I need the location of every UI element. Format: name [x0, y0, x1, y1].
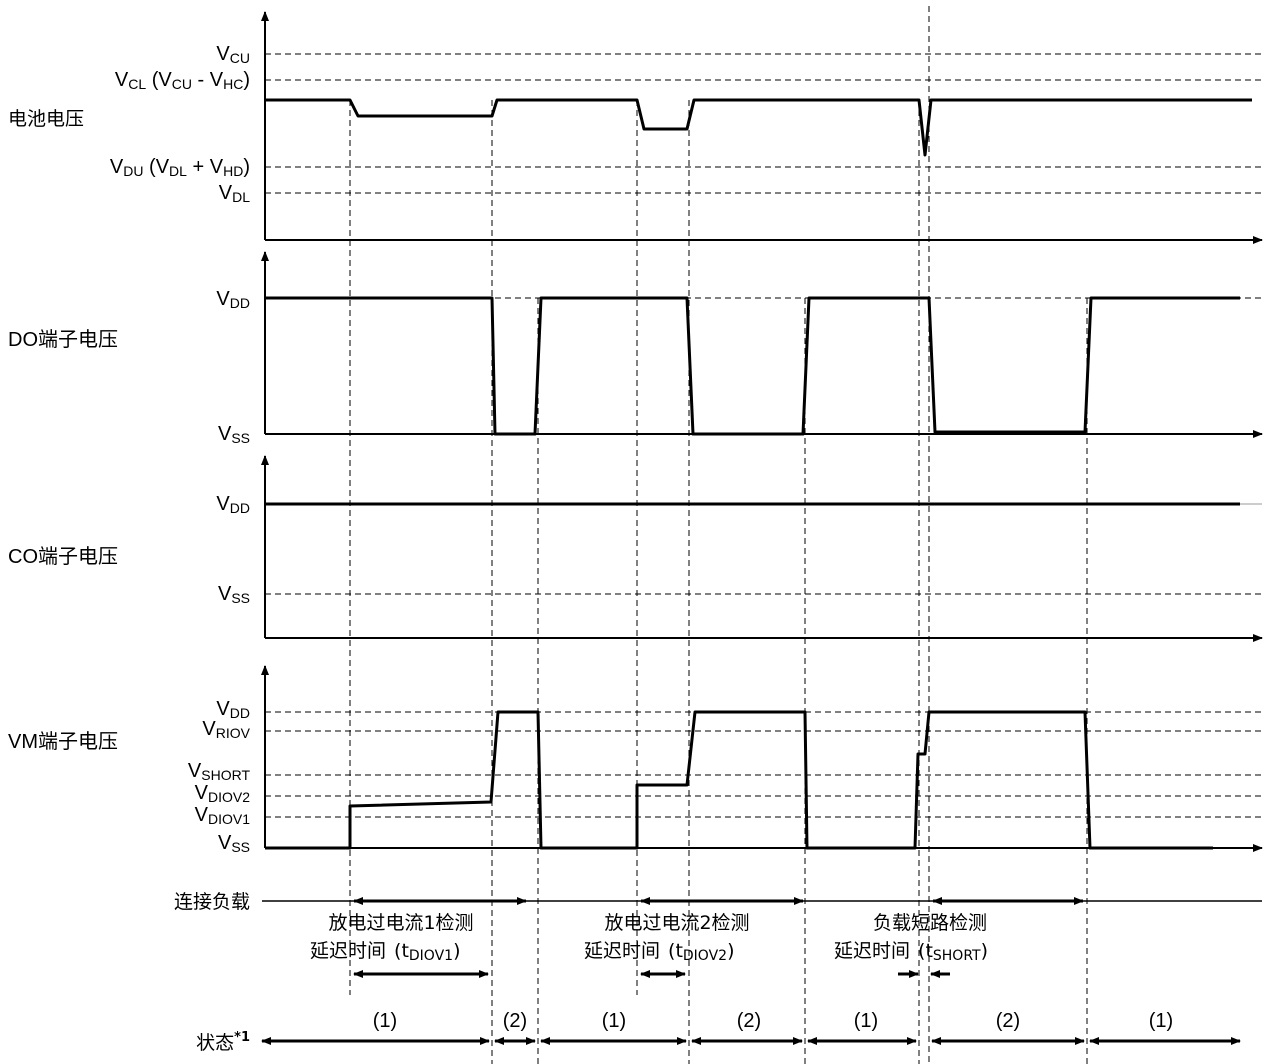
- label-vcl: VCL (VCU - VHC): [115, 69, 250, 92]
- load-row: 连接负载 放电过电流1检测 延迟时间 (tDIOV1) 放电过电流2检测 延迟时间…: [174, 891, 1262, 978]
- state-label-5: (1): [854, 1010, 878, 1032]
- do-panel-title: DO端子电压: [8, 328, 118, 351]
- label-vm-vdiov2: VDIOV2: [195, 782, 251, 805]
- battery-voltage-waveform: [265, 98, 1252, 157]
- panel-titles: 电池电压 DO端子电压 CO端子电压 VM端子电压: [8, 108, 118, 753]
- label-vdl: VDL: [219, 182, 250, 205]
- waveforms: [265, 98, 1252, 850]
- state-row: 状态*1 (1) (2) (1) (2) (1) (2) (1): [196, 1010, 1241, 1054]
- state-row-label: 状态*1: [196, 1030, 250, 1054]
- annotation-1-line2: 延迟时间 (tDIOV1): [310, 940, 460, 964]
- state-label-6: (2): [996, 1010, 1020, 1032]
- annotation-3-line2: 延迟时间 (tSHORT): [834, 940, 988, 964]
- label-vdu: VDU (VDL + VHD): [110, 156, 250, 179]
- annotation-2-line2: 延迟时间 (tDIOV2): [584, 940, 734, 964]
- event-lines: [349, 6, 1088, 1064]
- axes: [261, 11, 1263, 852]
- label-vm-vdiov1: VDIOV1: [195, 804, 251, 827]
- state-label-1: (1): [373, 1010, 397, 1032]
- annotation-1-line1: 放电过电流1检测: [328, 912, 473, 934]
- state-label-3: (1): [602, 1010, 626, 1032]
- do-voltage-waveform: [265, 296, 1240, 436]
- annotation-3-line1: 负载短路检测: [873, 912, 987, 934]
- co-panel-title: CO端子电压: [8, 545, 118, 568]
- label-vm-vdd: VDD: [216, 698, 250, 721]
- label-co-vss: VSS: [218, 583, 250, 606]
- label-vm-vriov: VRIOV: [202, 718, 250, 741]
- label-do-vdd: VDD: [216, 288, 250, 311]
- battery-panel-title: 电池电压: [8, 108, 84, 130]
- label-do-vss: VSS: [218, 423, 250, 446]
- annotation-2-line1: 放电过电流2检测: [604, 912, 749, 934]
- label-co-vdd: VDD: [216, 493, 250, 516]
- vm-panel-title: VM端子电压: [8, 730, 118, 753]
- state-label-4: (2): [737, 1010, 761, 1032]
- state-label-2: (2): [503, 1010, 527, 1032]
- label-vcu: VCU: [216, 43, 250, 66]
- label-vm-vshort: VSHORT: [188, 760, 251, 783]
- vm-voltage-waveform: [265, 710, 1213, 850]
- load-row-label: 连接负载: [174, 891, 250, 913]
- level-labels: VCU VCL (VCU - VHC) VDU (VDL + VHD) VDL …: [110, 43, 251, 855]
- state-label-7: (1): [1149, 1010, 1173, 1032]
- label-vm-vss: VSS: [218, 832, 250, 855]
